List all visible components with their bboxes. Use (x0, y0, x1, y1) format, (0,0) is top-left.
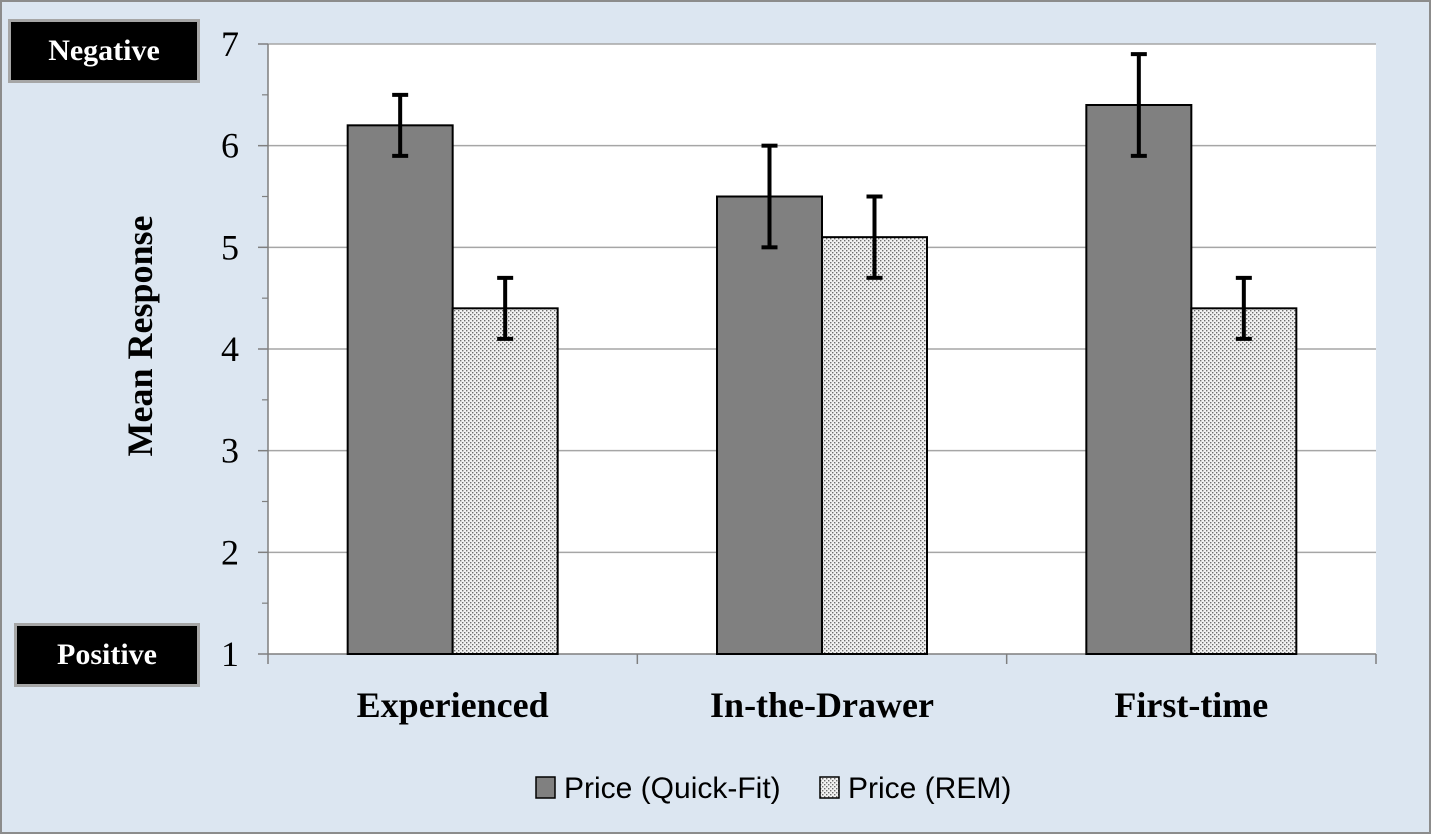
bars (346, 104, 1298, 656)
legend: Price (Quick-Fit) Price (REM) (535, 772, 1011, 805)
y-tick-label: 3 (221, 431, 239, 471)
legend-label: Price (Quick-Fit) (564, 772, 781, 805)
y-tick-label: 2 (221, 532, 239, 572)
y-tick-label: 5 (221, 227, 239, 267)
bar (716, 195, 823, 655)
x-tick-label: Experienced (357, 685, 549, 725)
bar (346, 124, 454, 656)
y-tick-label: 6 (221, 126, 239, 166)
legend-label: Price (REM) (848, 772, 1011, 805)
bar (821, 236, 928, 656)
legend-swatch (535, 776, 556, 799)
x-tick-label: In-the-Drawer (710, 685, 934, 725)
bar (451, 307, 559, 655)
y-tick-label: 1 (221, 634, 239, 674)
positive-label: Positive (14, 623, 200, 687)
negative-label: Negative (8, 19, 200, 83)
y-axis-title: Mean Response (120, 215, 160, 456)
x-tick-label: First-time (1114, 685, 1268, 725)
y-tick-label: 7 (221, 24, 239, 64)
labels: 1 2 3 4 5 6 7 Mean Response Experienced In-the-Dr… (120, 24, 1268, 725)
legend-swatch (819, 776, 840, 799)
y-tick-label: 4 (221, 329, 239, 369)
bar (1190, 307, 1298, 655)
error-bars (392, 52, 1252, 341)
bar (1085, 104, 1193, 655)
